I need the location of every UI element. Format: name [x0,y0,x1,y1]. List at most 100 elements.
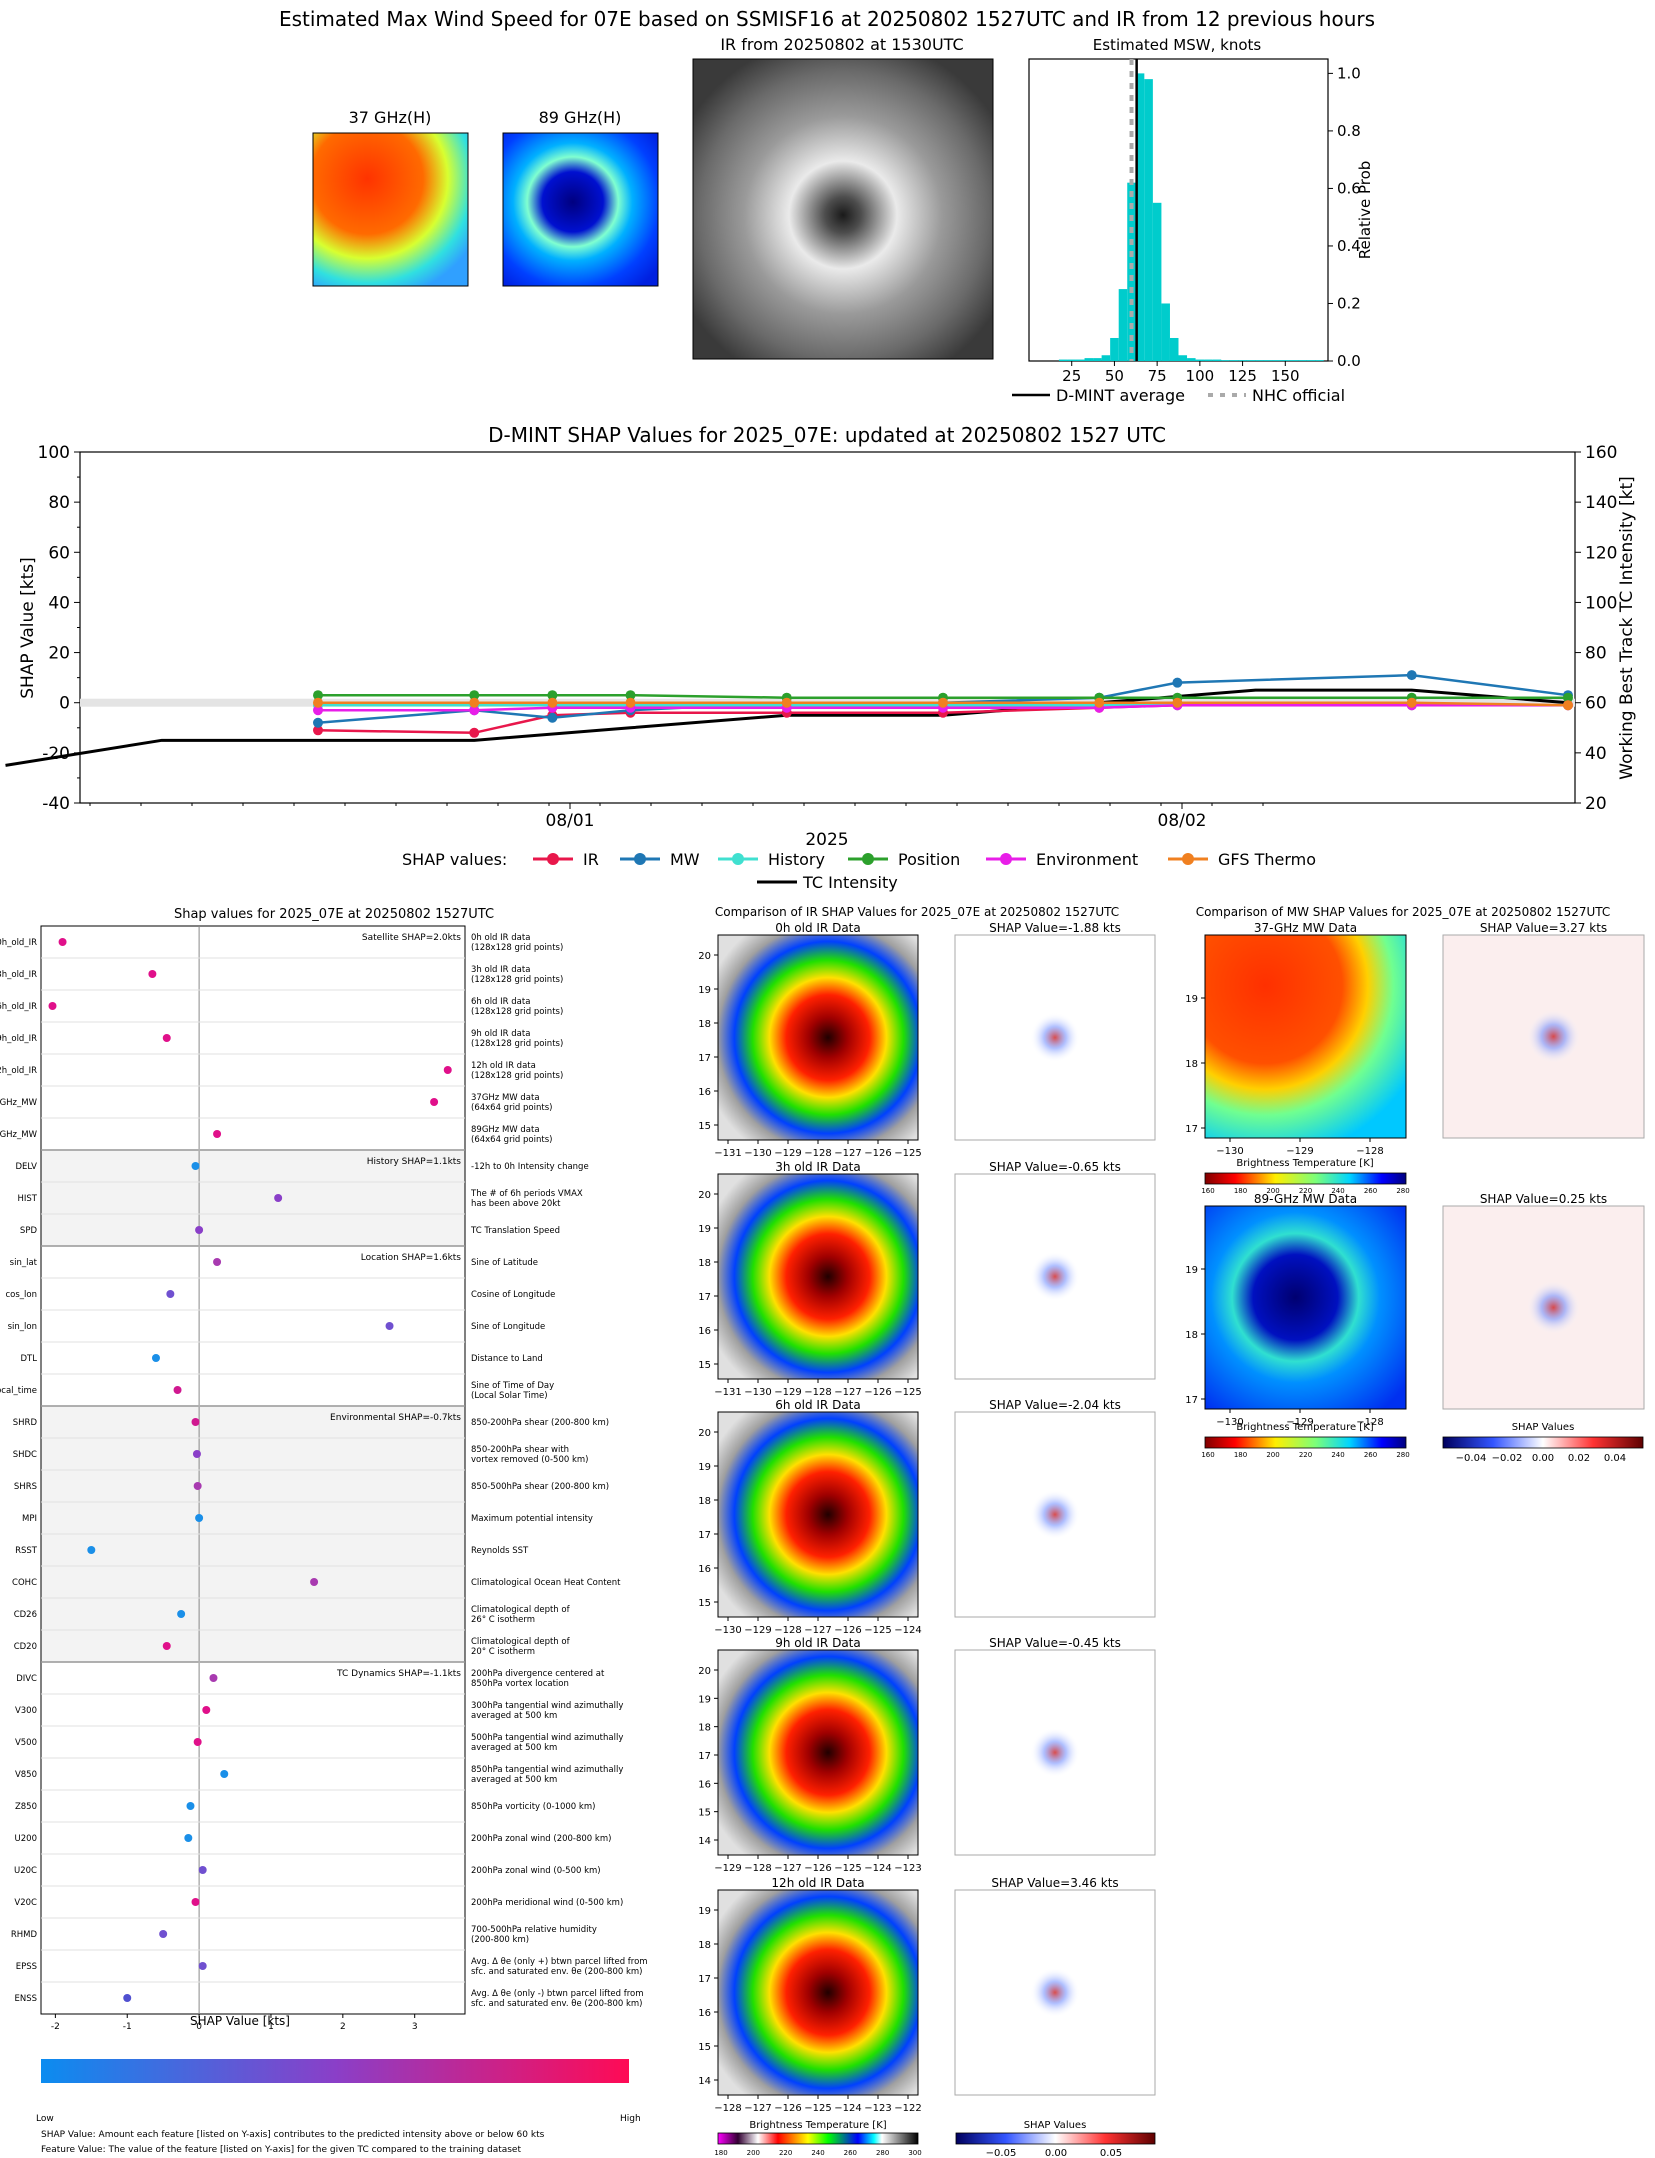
feature-name: CD20 [14,1642,37,1652]
mw-bt-colorbar-tick: 240 [1331,1451,1344,1459]
mw-bt-colorbar-1-label: Brightness Temperature [K] [1236,1158,1373,1169]
histogram-bar [1229,360,1239,361]
feature-description: Reynolds SST [471,1546,529,1556]
histogram-bar [1238,360,1247,361]
mw-bt-colorbar-tick: 260 [1364,1451,1377,1459]
feature-name: U200 [15,1834,37,1844]
feature-description-line2: (128x128 grid points) [471,1071,563,1081]
timeseries-ylabel-left: SHAP Value [kts] [18,557,38,699]
series-point [313,705,323,716]
feature-name: sin_lat [10,1258,38,1268]
mw-shap-colorbar-tick: −0.02 [1492,1453,1523,1464]
feature-description-line2: (64x64 grid points) [471,1103,552,1113]
feature-description: Avg. Δ θe (only +) btwn parcel lifted fr… [471,1957,648,1967]
histogram-bar [1306,360,1316,361]
mw-bt-colorbar-tick: 200 [1266,1451,1279,1459]
mw-shap-title: SHAP Value=0.25 kts [1480,1192,1607,1206]
feature-shap-dot [123,1994,132,2002]
series-point [469,705,480,716]
feature-description: TC Translation Speed [470,1226,560,1236]
mw-bt-colorbar-tick: 220 [1299,1187,1312,1195]
ir-ytick-label: 18 [698,1019,711,1030]
mw-bt-colorbar-tick: 200 [1266,1187,1279,1195]
mw-bt-colorbar-2-label: Brightness Temperature [K] [1236,1422,1373,1433]
ir-image [717,1889,919,2096]
ir-row-title: 6h old IR Data [775,1398,861,1412]
histogram-bar [1187,358,1196,361]
mw-ytick-label: 17 [1185,1124,1198,1135]
ytick-left-label: -40 [42,794,70,814]
mw-xtick-label: −128 [1356,1417,1383,1428]
feature-name: 6h_old_IR [0,1002,37,1012]
series-line [318,701,1569,707]
footnote-feature: Feature Value: The value of the feature … [41,2145,521,2155]
mw-comparison-title: Comparison of MW SHAP Values for 2025_07… [1196,905,1611,919]
feature-description: Climatological depth of [471,1637,571,1647]
mw-xtick-label: −130 [1216,1146,1243,1157]
mw-bt-colorbar-tick: 240 [1331,1187,1344,1195]
main-title: Estimated Max Wind Speed for 07E based o… [279,7,1375,31]
mw-image [1204,934,1407,1139]
ir-ytick-label: 15 [698,1808,711,1819]
ir-ytick-label: 19 [698,1224,711,1235]
ir-ytick-label: 17 [698,1053,711,1064]
series-point [1563,700,1573,711]
shap-timeseries-chart: D-MINT SHAP Values for 2025_07E: updated… [5,423,1637,892]
feature-shap-dot [209,1674,218,1682]
shap-xtick-label: -2 [51,2022,60,2032]
ytick-right-label: 40 [1585,744,1607,764]
feature-description: Distance to Land [471,1354,543,1364]
shap-feature-panel: Shap values for 2025_07E at 20250802 152… [0,907,648,2155]
feature-shap-dot [213,1130,222,1138]
feature-description: The # of 6h periods VMAX [470,1189,583,1199]
timeseries-xlabel: 2025 [805,830,848,850]
feature-shap-dot [184,1834,193,1842]
ir-xtick-label: −130 [714,1625,741,1636]
histogram-bar [1101,355,1111,361]
histogram-ytick-label: 0.0 [1337,352,1361,370]
feature-description: Sine of Latitude [471,1258,538,1268]
footnote-shap: SHAP Value: Amount each feature [listed … [41,2130,545,2140]
mw-xtick-label: −129 [1286,1417,1313,1428]
mw-shap-colorbar-tick: −0.04 [1456,1453,1487,1464]
feature-description-line2: 26° C isotherm [471,1615,535,1625]
feature-name: SHRS [14,1482,37,1492]
feature-description: 850hPa tangential wind azimuthally [471,1765,623,1775]
series-point [625,690,636,701]
feature-shap-dot [443,1066,452,1074]
ir-xtick-label: −131 [714,1387,741,1398]
feature-name: 89GHz_MW [0,1130,38,1140]
group-band [41,1150,465,1246]
feature-name: sin_local_time [0,1386,37,1396]
ir-ytick-label: 15 [698,1360,711,1371]
ir-xtick-label: −127 [834,1148,861,1159]
ir-image [717,1649,919,1856]
series-line [318,693,1568,699]
feature-description-line2: (200-800 km) [471,1935,529,1945]
histogram-bar [1084,358,1094,361]
histogram-title: Estimated MSW, knots [1093,36,1262,54]
series-point [313,717,323,728]
ir-row-title: 3h old IR Data [775,1160,861,1174]
mw-row-title: 89-GHz MW Data [1254,1192,1357,1206]
histogram-bar [1246,360,1256,361]
colorbar-high-label: High [620,2114,641,2124]
series-point [547,697,558,708]
feature-description: -12h to 0h Intensity change [471,1162,589,1172]
feature-shap-dot [177,1610,186,1618]
feature-shap-dot [195,1226,204,1234]
feature-name: 9h_old_IR [0,1034,37,1044]
ir-ytick-label: 16 [698,1779,711,1790]
feature-name: DTL [21,1354,38,1364]
ir-ytick-label: 15 [698,2042,711,2053]
feature-shap-dot [198,1962,207,1970]
ir-xtick-label: −125 [834,1863,861,1874]
feature-shap-dot [195,1514,204,1522]
series-point [313,690,323,701]
histogram-bar [1058,359,1068,361]
feature-description: 200hPa zonal wind (0-500 km) [471,1866,601,1876]
ir-ytick-label: 20 [698,1190,711,1201]
histogram-bar [1212,359,1222,361]
ir-xtick-label: −129 [744,1625,771,1636]
feature-shap-dot [198,1866,207,1874]
